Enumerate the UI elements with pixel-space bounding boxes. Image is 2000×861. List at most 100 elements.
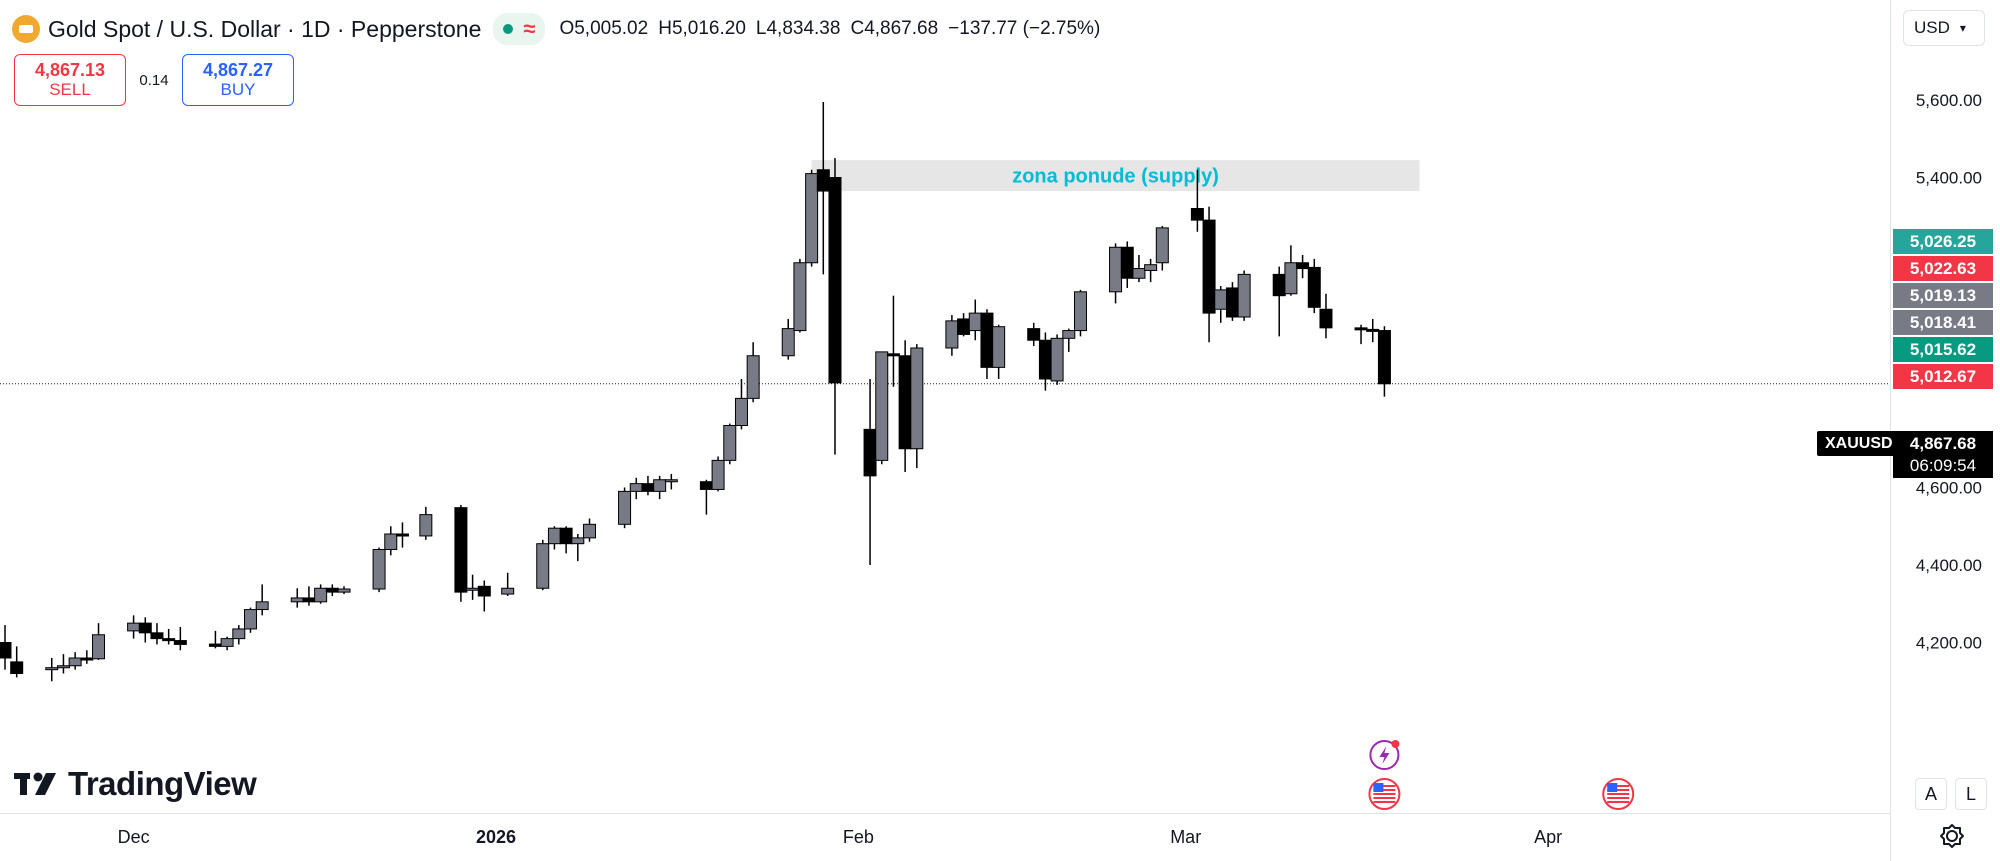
candle	[1144, 258, 1158, 283]
time-tick-label: 2026	[476, 827, 516, 847]
candle	[1284, 245, 1298, 296]
price-marker-box: 5,018.41	[1893, 310, 1993, 335]
candle-body	[337, 588, 351, 593]
candle-body	[547, 527, 561, 545]
last-price-box: 4,867.68 06:09:54	[1893, 431, 1993, 478]
candle	[138, 617, 152, 643]
candle-body	[910, 347, 924, 450]
gear-icon[interactable]	[1938, 822, 1966, 850]
candle	[1132, 255, 1146, 283]
candle-body	[992, 326, 1006, 368]
sell-button[interactable]: 4,867.13 SELL	[14, 54, 126, 106]
candle-body	[232, 628, 246, 640]
candle-body	[1038, 339, 1052, 380]
candle-body	[828, 177, 842, 384]
candle-body	[816, 169, 830, 192]
ohlc-values: O5,005.02 H5,016.20 L4,834.38 C4,867.68 …	[559, 18, 1100, 40]
candle	[980, 309, 994, 379]
candle	[0, 625, 12, 670]
candle-body	[0, 642, 12, 659]
candle	[68, 652, 82, 670]
candle-body	[1120, 246, 1134, 279]
close-value: 4,867.68	[864, 18, 939, 39]
symbol-header: Gold Spot / U.S. Dollar · 1D · Peppersto…	[12, 12, 1100, 46]
candle-body	[419, 514, 433, 537]
time-tick-label: Feb	[843, 827, 874, 847]
gold-coin-icon	[12, 15, 40, 43]
candle	[910, 344, 924, 469]
candle	[559, 526, 573, 554]
buy-label: BUY	[220, 80, 256, 99]
spread-value: 0.14	[139, 71, 169, 89]
candle-body	[1155, 227, 1169, 264]
candle-body	[1307, 266, 1321, 308]
candle	[664, 473, 678, 490]
candle	[886, 295, 900, 387]
candle	[466, 574, 480, 600]
market-status[interactable]: ≈	[493, 13, 546, 45]
candle	[781, 318, 795, 360]
candle	[56, 654, 70, 674]
candle-body	[1296, 262, 1310, 270]
candle-body	[454, 507, 468, 593]
candle	[1296, 255, 1310, 279]
candle	[150, 623, 164, 645]
candle	[711, 456, 725, 492]
candle-body	[863, 428, 877, 477]
candle	[1027, 322, 1041, 347]
supply-zone	[811, 160, 1420, 192]
candle	[220, 636, 234, 651]
candle-body	[1132, 268, 1146, 279]
candle	[1366, 318, 1380, 343]
candle	[793, 258, 807, 333]
candle	[127, 615, 141, 639]
candle	[1214, 286, 1228, 323]
candle-body	[384, 533, 398, 550]
price-marker-box: 5,019.13	[1893, 283, 1993, 308]
price-marker-box: 5,012.67	[1893, 364, 1993, 389]
candle	[80, 650, 94, 664]
candle-body	[173, 640, 187, 645]
price-chart[interactable]: zona ponude (supply)	[0, 0, 1890, 813]
symbol-title[interactable]: Gold Spot / U.S. Dollar · 1D · Peppersto…	[48, 15, 482, 42]
candle-body	[968, 312, 982, 332]
price-tick-label: 4,200.00	[1916, 634, 1982, 653]
low-label: L	[755, 18, 767, 39]
open-label: O	[559, 18, 575, 39]
candle	[45, 658, 59, 682]
candle	[1073, 289, 1087, 337]
candle-body	[1284, 262, 1298, 295]
candle	[699, 479, 713, 515]
candle	[1038, 332, 1052, 391]
candle	[1120, 241, 1134, 288]
candle-body	[1225, 287, 1239, 318]
candle	[805, 169, 819, 267]
candle	[1354, 324, 1368, 345]
candle	[372, 547, 386, 593]
candle-body	[92, 634, 106, 660]
candle	[1272, 266, 1286, 337]
tradingview-mark-icon	[14, 772, 56, 795]
candle-body	[559, 527, 573, 545]
lightning-icon	[1369, 740, 1400, 770]
candle	[957, 313, 971, 337]
candle-body	[1190, 208, 1204, 221]
candle	[419, 506, 433, 540]
auto-scale-button[interactable]: A	[1915, 778, 1947, 810]
market-open-dot-icon	[503, 24, 514, 34]
close-label: C	[850, 18, 865, 39]
candlestick-plot[interactable]: zona ponude (supply)	[0, 0, 1890, 813]
buy-button[interactable]: 4,867.27 BUY	[182, 54, 294, 106]
high-value: 5,016.20	[671, 18, 746, 39]
sell-price: 4,867.13	[34, 60, 106, 80]
candle-body	[1202, 219, 1216, 314]
currency-selector[interactable]: USD ▾	[1903, 10, 1985, 46]
candle-body	[325, 587, 339, 593]
candle-body	[875, 351, 889, 461]
candle	[1202, 206, 1216, 343]
low-value: 4,834.38	[766, 18, 841, 39]
candle-body	[664, 479, 678, 483]
candle	[945, 315, 959, 356]
log-scale-button[interactable]: L	[1955, 778, 1987, 810]
candle-body	[618, 490, 632, 525]
